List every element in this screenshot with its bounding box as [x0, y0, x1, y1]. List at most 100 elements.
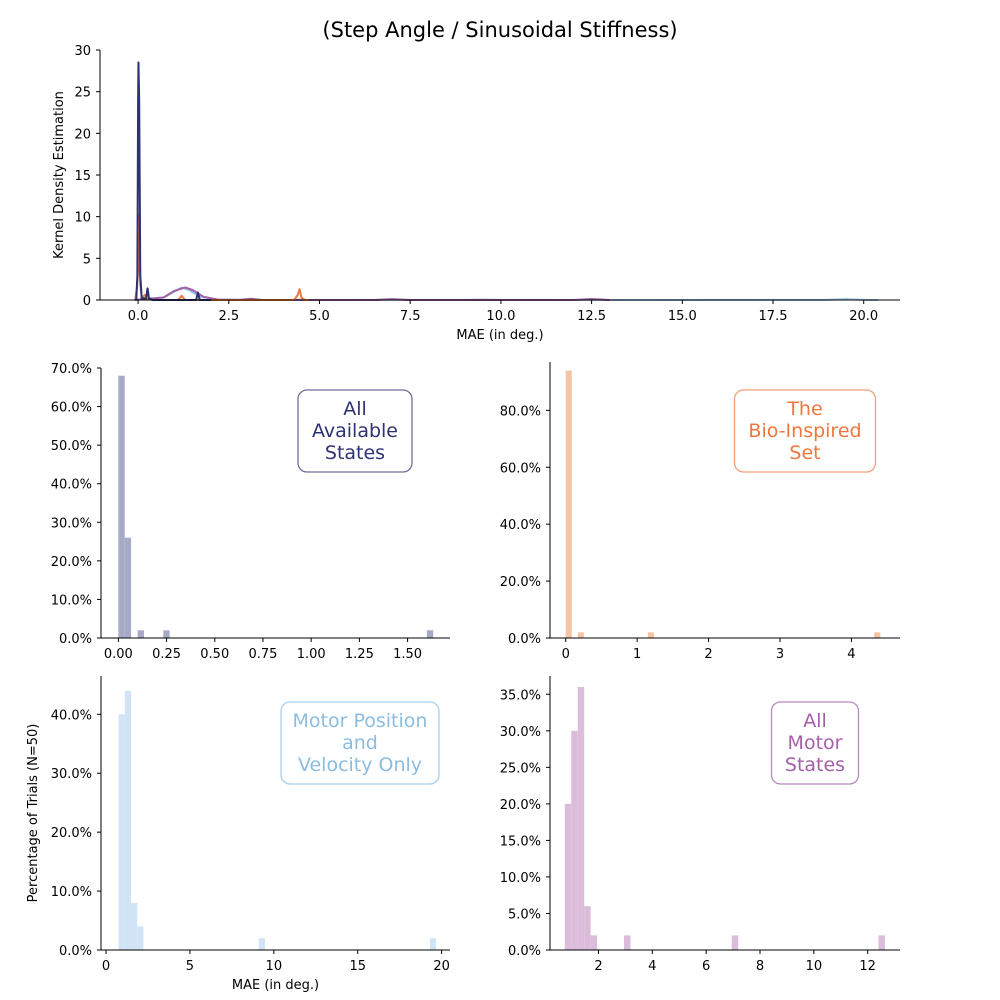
hist-all-available-states: 0.00 0.25 0.50 0.75 1.00 1.25 1.50 0.0% 10.0% 20.… [51, 362, 450, 662]
annotation-label: States [785, 754, 845, 776]
x-tick-label: 12 [859, 959, 876, 974]
y-tick-label: 60.0% [500, 461, 541, 476]
annotation-box [280, 701, 440, 785]
annotation-label: Velocity Only [298, 754, 422, 776]
x-tick-label: 0 [102, 959, 110, 974]
x-tick-label: 8 [756, 959, 764, 974]
annotation-label: Motor Position [293, 710, 428, 732]
x-axis-label: MAE (in deg.) [232, 978, 319, 993]
histogram-bar-1 [124, 537, 132, 638]
y-tick-label: 10.0% [51, 593, 92, 608]
x-tick-label: 17.5 [759, 309, 788, 324]
annotation-label: Available [312, 420, 398, 442]
x-tick-label: 2 [704, 647, 712, 662]
y-tick-label: 15 [74, 169, 91, 184]
y-tick-label: 30.0% [500, 725, 541, 740]
y-tick-label: 10.0% [500, 871, 541, 886]
annotation-label: All [343, 398, 367, 420]
x-tick-label: 1.25 [345, 647, 374, 662]
x-tick-label: 1.50 [393, 647, 422, 662]
x-tick-label: 20.0 [849, 309, 878, 324]
histogram-bar-2 [577, 686, 585, 950]
x-tick-label: 1.00 [297, 647, 326, 662]
y-axis-label: Kernel Density Estimation [52, 91, 67, 259]
y-tick-label: 0.0% [508, 944, 541, 959]
figure-title: (Step Angle / Sinusoidal Stiffness) [322, 18, 677, 42]
x-tick-label: 10.0 [486, 309, 515, 324]
histogram-bar-7 [878, 935, 885, 950]
y-tick-label: 30.0% [51, 516, 92, 531]
kde-series-line-3 [135, 61, 211, 301]
histogram-bar-3 [584, 906, 591, 950]
y-tick-label: 10.0% [51, 885, 92, 900]
annotation-box [297, 389, 413, 473]
y-tick-label: 15.0% [500, 834, 541, 849]
histogram-bar-1 [577, 632, 584, 638]
x-tick-label: 2 [594, 959, 602, 974]
x-tick-label: 0.00 [104, 647, 133, 662]
annotation-box [770, 701, 860, 785]
x-tick-label: 4 [847, 647, 855, 662]
kde-panel: 0.0 2.5 5.0 7.5 10.0 12.5 15.0 17.5 20.0 0 5 10 15 20… [52, 44, 900, 343]
histogram-bar-5 [429, 938, 437, 950]
x-tick-label: 3 [776, 647, 784, 662]
y-tick-label: 0.0% [508, 632, 541, 647]
x-tick-label: 6 [702, 959, 710, 974]
y-tick-label: 40.0% [51, 478, 92, 493]
y-tick-label: 25.0% [500, 761, 541, 776]
histogram-bar-0 [118, 714, 125, 950]
hist-bio-inspired-set: 0 1 2 3 40.0%20.0%40.0%60.0%80.0% TheBio-Insp… [500, 362, 900, 662]
y-tick-label: 10 [74, 211, 91, 226]
y-tick-label: 20.0% [51, 826, 92, 841]
y-tick-label: 5.0% [508, 907, 541, 922]
histogram-bar-2 [137, 630, 144, 638]
histogram-bar-0 [565, 370, 572, 638]
y-tick-label: 60.0% [51, 401, 92, 416]
histogram-bar-5 [624, 935, 631, 950]
annotation-label: and [342, 732, 378, 754]
annotation-label: Bio-Inspired [748, 420, 861, 442]
x-tick-label: 15.0 [668, 309, 697, 324]
histogram-bar-0 [118, 375, 125, 638]
x-tick-label: 1 [633, 647, 641, 662]
y-tick-label: 40.0% [51, 708, 92, 723]
x-tick-label: 5 [186, 959, 194, 974]
annotation-label: States [325, 442, 385, 464]
y-tick-label: 25 [74, 86, 91, 101]
x-tick-label: 15 [349, 959, 366, 974]
x-tick-label: 0.50 [200, 647, 229, 662]
histogram-bar-1 [124, 690, 132, 950]
x-tick-label: 12.5 [577, 309, 606, 324]
x-tick-label: 2.5 [218, 309, 239, 324]
annotation-label: Motor [788, 732, 843, 754]
y-tick-label: 20.0% [500, 798, 541, 813]
y-axis-label: Percentage of Trials (N=50) [26, 724, 41, 903]
x-tick-label: 5.0 [309, 309, 330, 324]
x-tick-label: 0.0 [128, 309, 149, 324]
histogram-bar-2 [647, 632, 654, 638]
x-tick-label: 4 [648, 959, 656, 974]
histogram-bar-4 [258, 938, 265, 950]
histogram-bar-3 [163, 630, 170, 638]
histogram-bar-1 [571, 730, 578, 950]
hist-all-motor-states: 2 4 6 8 10 12 0.0% 5.0% 10.0% 15.0% 20.0% 25.0% 30.0… [500, 676, 900, 974]
annotation-label: The [786, 398, 822, 420]
annotation-box [733, 389, 877, 473]
x-tick-label: 10 [806, 959, 823, 974]
y-tick-label: 50.0% [51, 439, 92, 454]
y-tick-label: 0 [83, 294, 91, 309]
y-tick-label: 0.0% [59, 944, 92, 959]
y-tick-label: 80.0% [500, 404, 541, 419]
histogram-bar-0 [564, 803, 572, 950]
histogram-bar-4 [590, 935, 598, 950]
y-tick-label: 70.0% [51, 362, 92, 377]
x-tick-label: 20 [433, 959, 450, 974]
annotation-label: All [803, 710, 827, 732]
y-tick-label: 30 [74, 44, 91, 59]
annotation-label: Set [789, 442, 820, 464]
y-tick-label: 20.0% [500, 575, 541, 590]
x-tick-label: 0.25 [152, 647, 181, 662]
y-tick-label: 35.0% [500, 688, 541, 703]
